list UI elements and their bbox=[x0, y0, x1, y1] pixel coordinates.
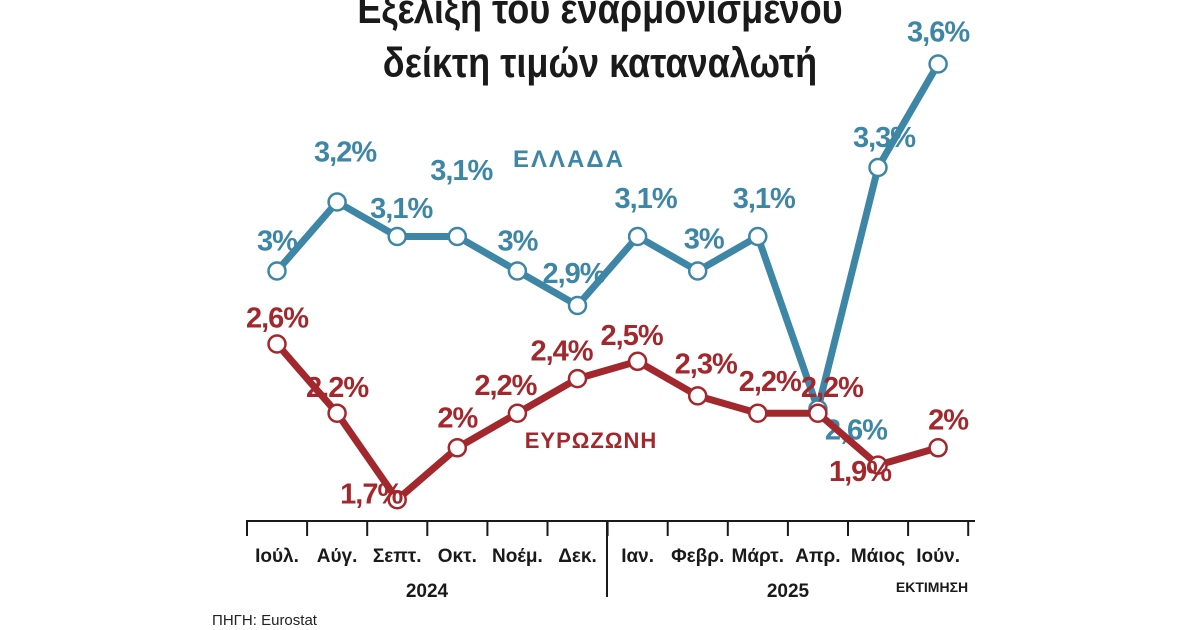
year-label-2025: 2025 bbox=[767, 581, 810, 602]
data-label-greece: 3,6% bbox=[907, 17, 970, 49]
series-line-eurozone bbox=[273, 340, 942, 504]
data-label-greece: 3,3% bbox=[853, 122, 916, 154]
data-label-eurozone: 2,2% bbox=[739, 366, 802, 398]
data-label-greece: 3,1% bbox=[615, 183, 678, 215]
data-label-greece: 3% bbox=[257, 226, 298, 258]
data-point-greece bbox=[928, 54, 948, 74]
data-point-greece bbox=[868, 157, 888, 178]
data-point-eurozone bbox=[868, 455, 888, 475]
x-tick-label: Νοέμ. bbox=[492, 546, 543, 567]
data-point-greece bbox=[327, 192, 347, 212]
series-line-greece bbox=[273, 60, 942, 413]
data-point-eurozone bbox=[447, 438, 468, 458]
data-point-greece bbox=[447, 226, 468, 247]
series-name-greece: ΕΛΛΑΔΑ bbox=[513, 146, 625, 173]
data-label-greece: 3,1% bbox=[733, 183, 796, 215]
x-tick-label: Φεβρ. bbox=[671, 546, 724, 567]
x-tick-label: Μάιος bbox=[851, 546, 905, 567]
data-label-eurozone: 2,2% bbox=[474, 370, 537, 402]
x-tick-label: Δεκ. bbox=[558, 546, 597, 567]
data-label-eurozone: 2% bbox=[437, 402, 478, 434]
x-tick-label: Αύγ. bbox=[317, 546, 358, 567]
data-label-greece: 3,1% bbox=[370, 193, 433, 225]
x-tick-label: Σεπτ. bbox=[373, 546, 422, 567]
data-label-greece: 3,1% bbox=[430, 155, 493, 187]
data-point-greece bbox=[267, 261, 287, 281]
data-label-eurozone: 2% bbox=[928, 404, 969, 436]
estimate-note: ΕΚΤΙΜΗΣΗ bbox=[896, 579, 968, 595]
data-point-greece bbox=[387, 226, 407, 247]
data-label-eurozone: 2,6% bbox=[246, 303, 309, 335]
x-tick-label: Οκτ. bbox=[438, 546, 477, 567]
data-point-eurozone bbox=[327, 403, 347, 423]
x-tick-label: Ιούλ. bbox=[255, 546, 299, 567]
source-note: ΠΗΓΗ: Eurostat bbox=[212, 612, 317, 629]
data-point-greece bbox=[748, 226, 768, 247]
data-label-greece: 3% bbox=[497, 226, 538, 258]
chart-title-line-1: Εξέλιξη του εναρμονισμένου bbox=[357, 0, 843, 32]
data-label-greece: 3% bbox=[684, 224, 725, 256]
data-point-eurozone bbox=[808, 403, 828, 423]
data-label-eurozone: 2,5% bbox=[601, 320, 664, 352]
x-tick-label: Μάρτ. bbox=[732, 546, 785, 567]
year-label-2024: 2024 bbox=[406, 581, 449, 602]
series-name-eurozone: ΕΥΡΩΖΩΝΗ bbox=[525, 428, 658, 453]
chart-title: Εξέλιξη του εναρμονισμένου δείκτη τιμών … bbox=[84, 0, 1116, 90]
data-point-greece bbox=[687, 261, 708, 281]
data-point-eurozone bbox=[507, 403, 528, 423]
data-point-eurozone bbox=[567, 368, 588, 389]
data-point-greece bbox=[507, 261, 528, 281]
data-point-eurozone bbox=[387, 489, 407, 510]
x-tick-label: Ιαν. bbox=[621, 546, 654, 567]
data-point-eurozone bbox=[267, 334, 287, 354]
data-label-eurozone: 1,7% bbox=[340, 478, 403, 510]
x-tick-label: Ιούν. bbox=[916, 546, 960, 567]
data-label-greece: 2,9% bbox=[542, 258, 605, 290]
chart-title-line-2: δείκτη τιμών καταναλωτή bbox=[382, 39, 818, 86]
data-label-greece: 3,2% bbox=[314, 137, 377, 169]
data-label-eurozone: 2,2% bbox=[306, 372, 369, 404]
data-point-greece bbox=[627, 226, 648, 247]
x-tick-label: Απρ. bbox=[795, 546, 840, 567]
data-point-greece bbox=[567, 295, 588, 316]
data-point-eurozone bbox=[687, 386, 708, 406]
data-label-eurozone: 2,2% bbox=[801, 372, 864, 404]
data-point-eurozone bbox=[928, 438, 948, 458]
data-label-eurozone: 2,4% bbox=[530, 335, 593, 367]
data-label-eurozone: 2,3% bbox=[675, 349, 738, 381]
data-point-eurozone bbox=[748, 403, 768, 423]
data-label-eurozone: 1,9% bbox=[829, 456, 892, 488]
data-point-eurozone bbox=[627, 351, 648, 372]
